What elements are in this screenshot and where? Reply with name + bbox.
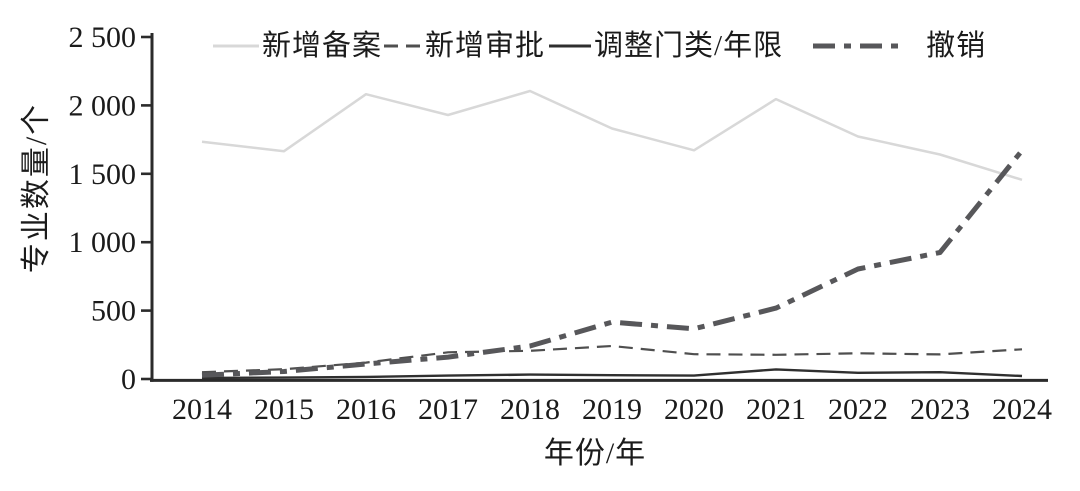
legend-line-sample-new-filed <box>213 44 259 48</box>
y-tick-label: 500 <box>91 295 136 328</box>
legend-line-sample-adjusted <box>549 44 592 48</box>
x-tick-label: 2017 <box>418 393 478 426</box>
y-axis-title: 专业数量/个 <box>20 102 53 274</box>
legend-item-new-approved: 新增审批 <box>384 26 545 66</box>
legend-label-new-approved: 新增审批 <box>425 30 546 62</box>
legend-label-adjusted-category-duration: 调整门类/年限 <box>594 30 784 62</box>
legend-item-new-filed: 新增备案 <box>213 26 382 66</box>
legend-label-revoked: 撤销 <box>926 30 987 62</box>
legend-line-sample-new-approved <box>384 44 423 48</box>
legend-label-new-filed: 新增备案 <box>262 30 383 62</box>
y-tick-label: 1 000 <box>69 226 137 259</box>
x-tick-label: 2014 <box>172 393 232 426</box>
x-tick-label: 2023 <box>910 393 970 426</box>
series-line-new-filed <box>201 89 1023 181</box>
series-line-adjusted-category-duration <box>201 368 1023 380</box>
x-tick-label: 2019 <box>582 393 642 426</box>
legend-item-revoked: 撤销 <box>813 26 986 66</box>
legend-line-sample-revoked <box>813 43 906 49</box>
x-tick-label: 2020 <box>664 393 724 426</box>
x-tick-label: 2015 <box>254 393 314 426</box>
chart-legend: 新增备案 新增审批 调整门类/年限 撤销 <box>213 26 986 66</box>
x-tick-label: 2016 <box>336 393 396 426</box>
x-tick-label: 2024 <box>992 393 1052 426</box>
series-line-revoked <box>201 148 1024 378</box>
x-tick-label: 2022 <box>828 393 888 426</box>
y-tick-label: 2 500 <box>69 21 137 54</box>
x-tick-label: 2018 <box>500 393 560 426</box>
x-axis-title: 年份/年 <box>543 437 647 470</box>
y-tick-label: 0 <box>121 363 136 396</box>
series-line-new-approved <box>201 344 1023 374</box>
y-tick-label: 2 000 <box>69 89 137 122</box>
x-tick-label: 2021 <box>746 393 806 426</box>
legend-item-adjusted-category-duration: 调整门类/年限 <box>549 26 783 66</box>
y-tick-label: 1 500 <box>69 158 137 191</box>
